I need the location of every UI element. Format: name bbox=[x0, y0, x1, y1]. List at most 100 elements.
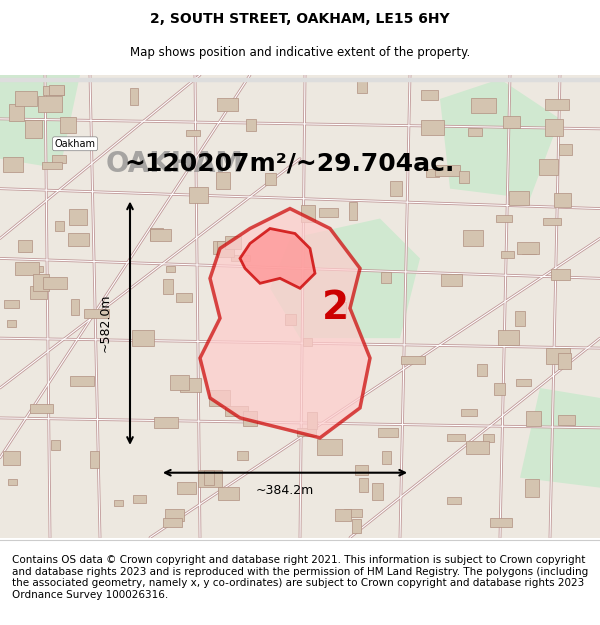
Bar bbox=[522, 243, 536, 254]
Bar bbox=[517, 242, 539, 254]
Bar bbox=[472, 98, 496, 112]
Bar bbox=[246, 119, 256, 131]
Bar bbox=[30, 286, 47, 299]
Bar bbox=[225, 236, 241, 249]
Bar bbox=[503, 116, 520, 128]
Polygon shape bbox=[200, 209, 370, 438]
Bar bbox=[319, 208, 338, 217]
Bar bbox=[216, 172, 230, 189]
Bar bbox=[7, 320, 16, 328]
Bar bbox=[133, 495, 146, 503]
Bar bbox=[466, 441, 490, 454]
Bar bbox=[496, 215, 512, 222]
Text: ~582.0m: ~582.0m bbox=[98, 294, 112, 352]
Bar bbox=[500, 251, 514, 258]
Bar bbox=[559, 144, 572, 155]
Bar bbox=[546, 348, 571, 364]
Bar bbox=[526, 411, 541, 426]
Polygon shape bbox=[440, 79, 560, 199]
Bar bbox=[170, 375, 190, 390]
Bar bbox=[226, 406, 248, 416]
Bar bbox=[84, 309, 109, 318]
Polygon shape bbox=[270, 219, 420, 338]
Bar bbox=[301, 204, 315, 222]
Bar bbox=[165, 509, 184, 521]
Bar bbox=[463, 231, 483, 246]
Bar bbox=[8, 479, 17, 486]
Bar bbox=[163, 519, 182, 527]
Bar bbox=[68, 209, 87, 225]
Bar bbox=[166, 266, 175, 272]
Text: Oakham: Oakham bbox=[55, 139, 95, 149]
Bar bbox=[265, 173, 276, 186]
Bar bbox=[244, 411, 257, 426]
Bar bbox=[335, 302, 346, 317]
Bar bbox=[357, 81, 367, 93]
Bar bbox=[355, 464, 368, 475]
Bar bbox=[217, 241, 234, 257]
Bar bbox=[91, 451, 100, 468]
Bar bbox=[70, 376, 94, 386]
Polygon shape bbox=[240, 229, 315, 288]
Bar bbox=[545, 99, 569, 109]
Bar bbox=[494, 382, 505, 396]
Bar bbox=[150, 228, 163, 241]
Bar bbox=[9, 104, 24, 121]
Bar bbox=[154, 418, 178, 428]
Bar bbox=[335, 509, 352, 521]
Bar bbox=[49, 84, 64, 95]
Bar bbox=[176, 482, 196, 494]
Bar bbox=[509, 191, 529, 205]
Bar bbox=[490, 518, 512, 527]
Bar bbox=[359, 478, 368, 492]
Bar bbox=[349, 202, 357, 220]
Bar bbox=[209, 390, 230, 406]
Text: ~120207m²/~29.704ac.: ~120207m²/~29.704ac. bbox=[125, 152, 455, 176]
Polygon shape bbox=[0, 75, 80, 169]
Bar bbox=[18, 240, 32, 252]
Bar bbox=[43, 277, 67, 289]
Bar bbox=[303, 339, 311, 346]
Bar bbox=[441, 274, 463, 286]
Bar bbox=[382, 451, 391, 464]
Bar bbox=[477, 364, 487, 376]
Bar bbox=[382, 272, 391, 282]
Bar bbox=[469, 128, 482, 136]
Bar bbox=[38, 96, 62, 112]
Bar bbox=[543, 218, 560, 225]
Bar bbox=[551, 269, 570, 280]
Text: Contains OS data © Crown copyright and database right 2021. This information is : Contains OS data © Crown copyright and d… bbox=[12, 555, 588, 600]
Bar bbox=[149, 229, 172, 241]
Text: 2, SOUTH STREET, OAKHAM, LE15 6HY: 2, SOUTH STREET, OAKHAM, LE15 6HY bbox=[150, 12, 450, 26]
Bar bbox=[237, 451, 248, 460]
Bar bbox=[344, 509, 362, 517]
Bar bbox=[421, 120, 444, 135]
Bar bbox=[448, 497, 461, 504]
Bar bbox=[71, 299, 79, 316]
Bar bbox=[16, 262, 40, 275]
Bar bbox=[3, 157, 23, 172]
Bar bbox=[307, 412, 317, 429]
Bar bbox=[461, 409, 476, 416]
Bar bbox=[43, 86, 64, 95]
Bar bbox=[23, 266, 43, 272]
Bar bbox=[34, 274, 49, 291]
Bar bbox=[378, 428, 398, 437]
Bar bbox=[163, 279, 173, 294]
Bar bbox=[516, 379, 530, 386]
Bar bbox=[198, 470, 221, 487]
Bar bbox=[113, 500, 123, 506]
Bar bbox=[68, 233, 89, 246]
Bar bbox=[459, 171, 469, 183]
Bar bbox=[203, 470, 214, 485]
Bar bbox=[539, 159, 558, 175]
Bar bbox=[545, 119, 563, 136]
Text: OAKHAM: OAKHAM bbox=[106, 150, 244, 178]
Bar bbox=[30, 404, 53, 412]
Bar bbox=[25, 120, 42, 138]
Bar bbox=[214, 241, 232, 254]
Bar bbox=[4, 300, 19, 308]
Bar bbox=[52, 154, 66, 163]
Bar bbox=[297, 428, 316, 436]
Bar bbox=[525, 479, 539, 496]
